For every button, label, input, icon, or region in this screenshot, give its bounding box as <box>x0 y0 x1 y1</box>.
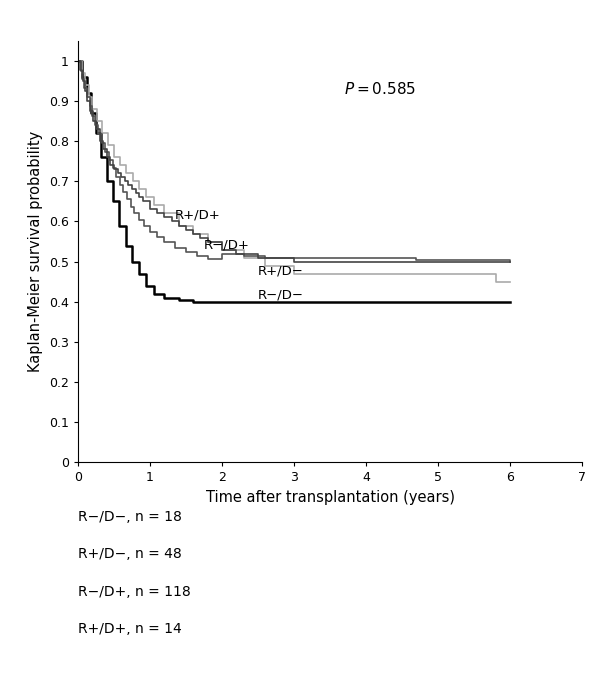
Text: R−/D+: R−/D+ <box>204 239 250 252</box>
Text: R+/D−: R+/D− <box>258 265 304 277</box>
Text: R+/D−, n = 48: R+/D−, n = 48 <box>78 547 182 562</box>
Text: R−/D−: R−/D− <box>258 289 304 302</box>
Text: R+/D+: R+/D+ <box>175 209 221 222</box>
Text: R+/D+, n = 14: R+/D+, n = 14 <box>78 622 182 636</box>
Text: $P = 0.585$: $P = 0.585$ <box>344 81 416 97</box>
Text: R−/D+, n = 118: R−/D+, n = 118 <box>78 585 191 599</box>
X-axis label: Time after transplantation (years): Time after transplantation (years) <box>205 490 455 505</box>
Text: R−/D−, n = 18: R−/D−, n = 18 <box>78 510 182 524</box>
Y-axis label: Kaplan-Meier survival probability: Kaplan-Meier survival probability <box>28 131 43 372</box>
